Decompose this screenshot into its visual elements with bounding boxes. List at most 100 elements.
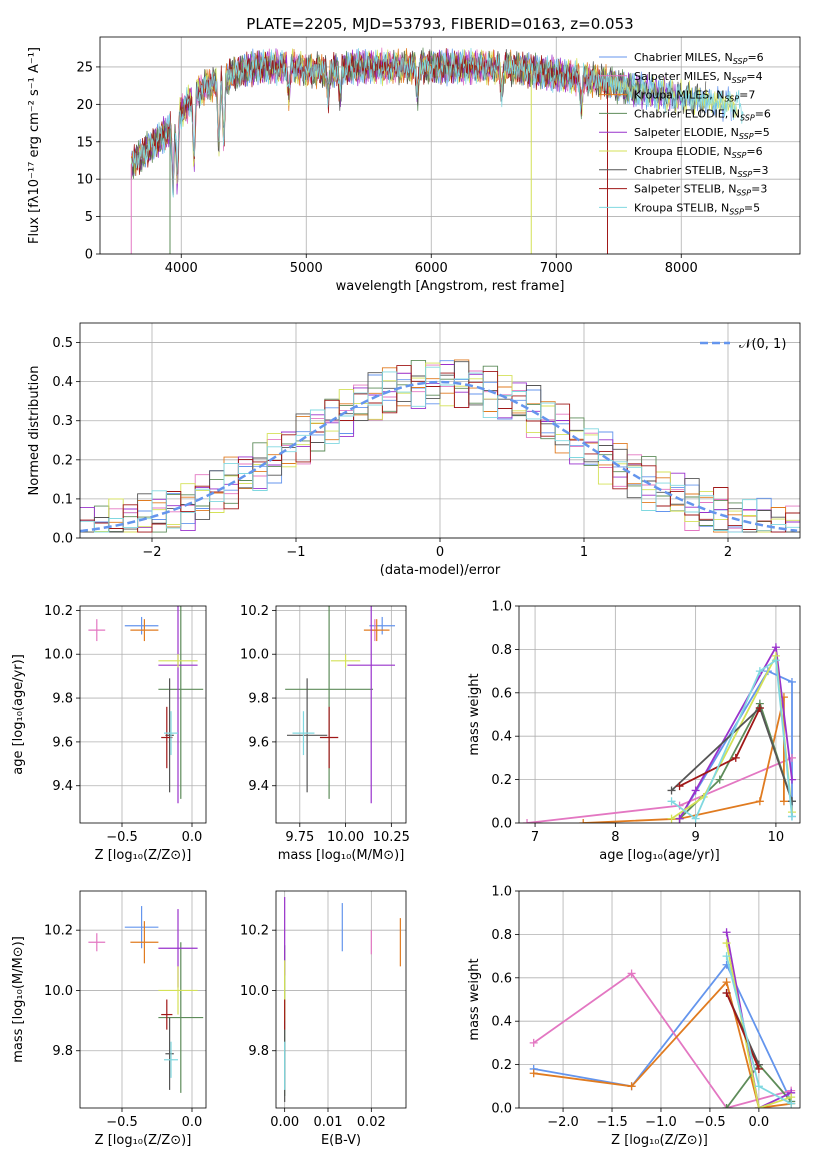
mass_vs_ebv-xtick-label: 0.01 [314,1115,343,1130]
mass_weight_vs_Z-marker [722,928,731,937]
spectrum-ylabel: Flux [fλ10⁻¹⁷ erg cm⁻² s⁻¹ A⁻¹] [27,47,42,244]
mass_weight_vs_Z-marker [627,969,636,978]
mass_weight_vs_Z-panel: −2.0 −1.5 −1.0 −0.5 0.0 0.0 0.2 0.4 0.6 0.8 1.0 Z [… [467,885,801,1148]
residual-hist-8 [80,366,800,533]
mass_weight_vs_age-marker [579,819,588,823]
mass_weight_vs_age-marker [667,786,676,795]
mass_vs_ebv-plot-area [284,897,401,1102]
spectrum-xtick-label: 7000 [540,261,573,276]
mass_vs_Z-frame [79,890,207,1109]
age_vs_mass-frame [275,605,407,824]
spectrum-ytick-label: 15 [76,135,93,150]
mass_weight_vs_Z-marker [627,1082,636,1091]
residuals-xtick-label: −1 [286,545,305,560]
mass_vs_Z-xtick-label: 0.0 [182,1115,203,1130]
mass_weight_vs_age-marker [787,677,796,686]
mass_vs_Z-panel: −0.5 0.0 9.8 10.0 10.2 Z [log₁₀(Z/Z⊙)] mass [l… [11,890,207,1148]
age_vs_mass-panel: 9.75 10.00 10.25 9.4 9.6 9.8 10.0 10.2 mass [log… [240,604,410,863]
mass_weight_vs_Z-series-1 [533,972,792,1108]
mass_weight_vs_age-ytick-label: 0.2 [491,773,512,788]
age_vs_Z-plot-area [88,606,204,804]
mass_vs_ebv-frame [275,890,407,1109]
residuals-ylabel: Normed distribution [27,366,42,496]
age_vs_mass-xtick-label: 10.00 [327,830,364,845]
mass_weight_vs_Z-marker [754,1064,763,1073]
mass_weight_vs_age-ytick-label: 0.0 [491,817,512,832]
residuals-panel: −2 −1 0 1 2 0.0 0.1 0.2 0.3 0.4 0.5 (data-model)/er… [27,322,801,578]
mass_weight_vs_age-series-1 [526,757,793,823]
mass_weight_vs_age-marker [771,656,780,665]
mass_weight_vs_age-frame [518,605,801,824]
mass_vs_Z-ylabel: mass [log₁₀(M/M⊙)] [11,936,26,1063]
mass_vs_ebv-xtick-label: 0.00 [270,1115,299,1130]
mass_weight_vs_age-panel: 7 8 9 10 0.0 0.2 0.4 0.6 0.8 1.0 age [log₁₀(age/yr… [467,600,801,863]
residuals-xlabel: (data-model)/error [380,563,501,578]
mass_weight_vs_Z-series-0 [533,963,793,1102]
legend-label-7: Salpeter STELIB, NSSP=3 [634,183,767,198]
legend-label-2: Kroupa MILES, NSSP=7 [634,89,755,104]
mass_weight_vs_age-marker [715,775,724,784]
age_vs_mass-ytick-label: 9.6 [248,735,269,750]
residuals-ytick-label: 0.4 [52,375,73,390]
age_vs_mass-xtick-label: 10.25 [373,830,410,845]
age_vs_Z-panel: −0.5 0.0 9.4 9.6 9.8 10.0 10.2 Z [log₁₀(Z/Z⊙)] a… [11,604,207,863]
mass_weight_vs_age-marker [755,703,764,712]
mass_vs_Z-ytick-label: 10.2 [44,924,73,939]
mass_weight_vs_Z-marker [754,1104,763,1108]
mass_weight_vs_age-xtick-label: 10 [768,830,785,845]
mass_weight_vs_age-marker [675,782,684,791]
residuals-ytick-label: 0.0 [52,532,73,547]
mass_weight_vs_age-xtick-label: 8 [611,830,619,845]
residuals-plot-area [80,359,800,533]
legend-label-6: Chabrier STELIB, NSSP=3 [634,164,768,179]
mass_weight_vs_age-plot-area [523,643,796,823]
mass_weight_vs_Z-xtick-label: 0.0 [749,1115,770,1130]
legend-label-8: Kroupa STELIB, NSSP=5 [634,201,760,216]
mass_weight_vs_Z-ytick-label: 0.8 [491,928,512,943]
spectrum-ytick-label: 10 [76,173,93,188]
mass_weight_vs_age-marker [675,814,684,823]
mass_weight_vs_Z-marker [787,1099,796,1108]
plot-layer: 4000 5000 6000 7000 80000510152025wavelength… [11,36,801,1148]
mass_weight_vs_age-ytick-label: 0.4 [491,730,512,745]
mass_vs_ebv-ytick-label: 9.8 [248,1044,269,1059]
spectrum-series-8 [130,47,744,198]
mass_weight_vs_age-series-6 [670,706,793,802]
mass_weight_vs_age-marker [779,797,788,806]
spectrum-xtick-label: 8000 [665,261,698,276]
mass_weight_vs_Z-marker [722,988,731,997]
mass_weight_vs_age-xtick-label: 9 [691,830,699,845]
spectrum-ytick-label: 25 [76,60,93,75]
mass_vs_ebv-ytick-label: 10.0 [240,984,269,999]
legend-label-3: Chabrier ELODIE, NSSP=6 [634,107,771,122]
residuals-ytick-label: 0.1 [52,492,73,507]
age_vs_Z-xtick-label: 0.0 [182,830,203,845]
mass_weight_vs_age-ylabel: mass weight [467,673,482,755]
age_vs_mass-ytick-label: 10.2 [240,604,269,619]
age_vs_Z-ytick-label: 9.8 [52,692,73,707]
age_vs_mass-ytick-label: 9.8 [248,692,269,707]
mass_weight_vs_age-grid [519,605,800,824]
mass_weight_vs_Z-series-7 [725,992,760,1070]
mass_weight_vs_age-marker [523,819,532,823]
mass_weight_vs_Z-marker [722,939,731,948]
residuals-xtick-label: 2 [724,545,732,560]
spectrum-legend: Chabrier MILES, NSSP=6 Salpeter MILES, NS… [599,51,771,216]
mass_weight_vs_Z-xlabel: Z [log₁₀(Z/Z⊙)] [611,1133,708,1148]
mass_vs_ebv-xlabel: E(B-V) [321,1133,361,1148]
age_vs_Z-ytick-label: 9.6 [52,735,73,750]
age_vs_Z-xtick-label: −0.5 [106,830,138,845]
mass_vs_ebv-grid [276,891,406,1108]
age_vs_Z-ytick-label: 9.4 [52,779,73,794]
residuals-ytick-label: 0.5 [52,336,73,351]
residuals-xtick-label: 1 [580,545,588,560]
mass_weight_vs_Z-frame [518,890,801,1109]
mass_weight_vs_age-marker [755,797,764,806]
age_vs_mass-xlabel: mass [log₁₀(M/M⊙)] [278,848,405,863]
age_vs_Z-frame [79,605,207,824]
figure-title: PLATE=2205, MJD=53793, FIBERID=0163, z=0… [246,15,633,33]
mass_weight_vs_age-series-0 [678,669,793,820]
age_vs_Z-grid [80,606,206,823]
normal-curve [80,380,798,533]
mass_weight_vs_Z-marker [529,1038,538,1047]
